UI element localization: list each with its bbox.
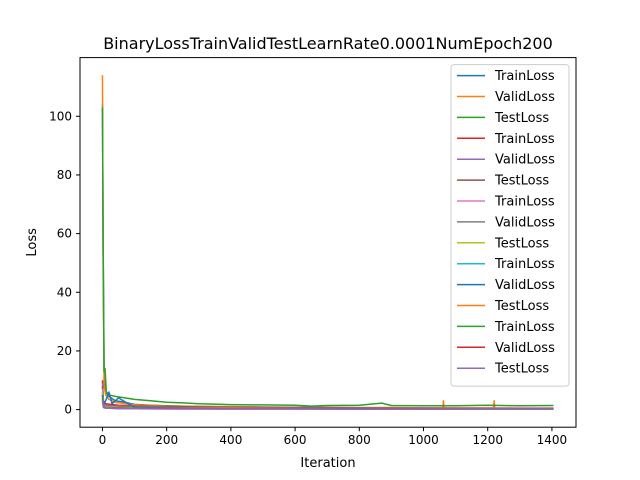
x-tick-label: 200 bbox=[155, 433, 178, 447]
y-axis-label: Loss bbox=[25, 228, 40, 257]
y-tick-label: 40 bbox=[57, 285, 72, 299]
legend-label: ValidLoss bbox=[495, 278, 555, 293]
y-tick-label: 60 bbox=[57, 227, 72, 241]
series-line-3-testloss bbox=[101, 107, 554, 407]
y-tick-label: 100 bbox=[49, 109, 72, 123]
y-tick-label: 0 bbox=[64, 403, 72, 417]
x-axis: 0 200 400 600 800 1000 1200 1400 bbox=[99, 427, 568, 447]
x-axis-label: Iteration bbox=[300, 456, 355, 471]
plot-area-frame bbox=[79, 57, 577, 428]
y-tick-label: 80 bbox=[57, 168, 72, 182]
legend-label: TrainLoss bbox=[494, 195, 555, 210]
x-tick-label: 1200 bbox=[472, 433, 503, 447]
x-tick-label: 0 bbox=[99, 433, 107, 447]
legend-label: TestLoss bbox=[494, 111, 549, 126]
legend-label: TrainLoss bbox=[494, 257, 555, 272]
y-tick-label: 20 bbox=[57, 344, 72, 358]
legend: TrainLoss ValidLoss TestLoss TrainLoss Valid… bbox=[450, 64, 570, 387]
legend-label: TrainLoss bbox=[494, 69, 555, 84]
legend-label: ValidLoss bbox=[495, 153, 555, 168]
y-axis: 0 20 40 60 80 100 bbox=[49, 109, 80, 417]
legend-label: TrainLoss bbox=[494, 320, 555, 335]
legend-label: ValidLoss bbox=[495, 341, 555, 356]
legend-label: ValidLoss bbox=[495, 90, 555, 105]
legend-label: TestLoss bbox=[494, 362, 549, 377]
series-line-15-testloss bbox=[101, 400, 554, 411]
legend-label: TestLoss bbox=[494, 236, 549, 251]
legend-label: ValidLoss bbox=[495, 215, 555, 230]
x-tick-label: 1000 bbox=[408, 433, 439, 447]
legend-label: TrainLoss bbox=[494, 132, 555, 147]
x-tick-label: 600 bbox=[284, 433, 307, 447]
x-tick-label: 1400 bbox=[537, 433, 568, 447]
series-layer bbox=[101, 75, 554, 411]
x-tick-label: 800 bbox=[348, 433, 371, 447]
chart-title: BinaryLossTrainValidTestLearnRate0.0001N… bbox=[103, 34, 553, 53]
x-tick-label: 400 bbox=[219, 433, 242, 447]
legend-label: TestLoss bbox=[494, 174, 549, 189]
legend-label: TestLoss bbox=[494, 299, 549, 314]
